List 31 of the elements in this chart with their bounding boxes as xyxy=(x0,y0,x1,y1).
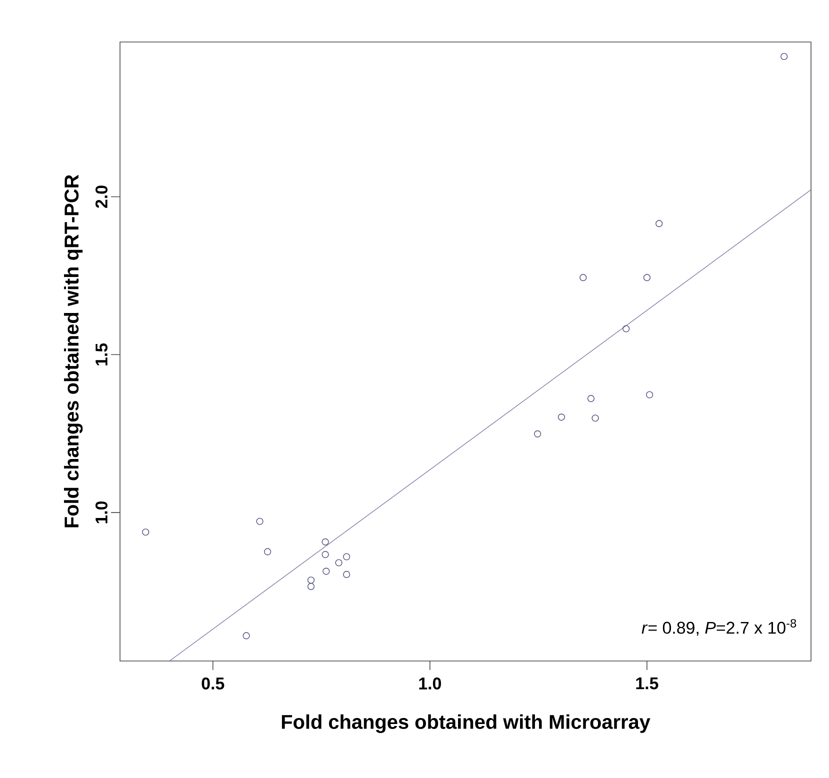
point xyxy=(558,414,565,421)
point xyxy=(256,518,264,525)
point xyxy=(322,568,330,575)
point xyxy=(587,395,594,402)
point xyxy=(592,414,599,422)
x-tick-label: 1.5 xyxy=(636,678,658,690)
point xyxy=(622,325,630,332)
point xyxy=(322,538,329,546)
point xyxy=(646,391,654,398)
point xyxy=(580,274,587,282)
x-axis-title: Fold changes obtained with Microarray xyxy=(282,714,650,733)
point xyxy=(780,52,788,60)
point xyxy=(307,582,315,590)
point xyxy=(242,632,250,640)
annotation: r= 0.89, P=2.7 x 10$^{-8}$ xyxy=(642,619,796,636)
point xyxy=(264,548,272,556)
point xyxy=(322,551,329,558)
point xyxy=(142,528,150,536)
x-tick-label: 0.5 xyxy=(202,678,224,690)
point xyxy=(534,430,542,438)
y-axis-title: Fold changes obtained with qRT-PCR xyxy=(64,174,83,528)
point xyxy=(307,576,315,584)
y-tick-label: 1.0 xyxy=(95,501,108,524)
y-tick-label: 1.5 xyxy=(96,343,108,366)
x-tick-label: 1.0 xyxy=(419,678,441,690)
y-tick-label: 2.0 xyxy=(95,186,108,208)
point xyxy=(335,559,342,566)
point xyxy=(343,553,350,560)
point xyxy=(643,274,650,282)
point xyxy=(656,220,663,228)
point xyxy=(343,570,350,578)
